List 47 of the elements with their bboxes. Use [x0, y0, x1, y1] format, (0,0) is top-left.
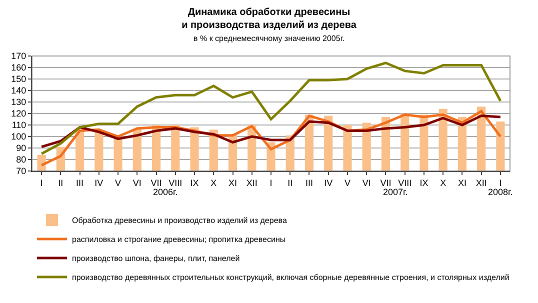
- x-tick-label: VII: [150, 178, 162, 188]
- legend-label: производство шпона, фанеры, плит, панелей: [72, 254, 240, 264]
- x-tick-label: IV: [324, 178, 333, 188]
- x-tick-label: III: [76, 178, 84, 188]
- y-tick-label: 70: [16, 166, 26, 176]
- y-tick-label: 140: [11, 86, 26, 96]
- x-tick-label: X: [210, 178, 217, 188]
- legend-label: Обработка древесины и производство изделий из дерева: [72, 216, 288, 226]
- y-tick-label: 160: [11, 62, 26, 73]
- x-tick-label: IX: [190, 178, 199, 188]
- x-tick-label: IX: [420, 178, 428, 188]
- y-tick-label: 150: [11, 74, 26, 84]
- x-tick-label: XI: [228, 178, 238, 188]
- legend-label: распиловка и строгание древесины; пропитка древесины: [72, 235, 286, 244]
- legend-label: производство деревянных строительных конструкций, включая сборные деревянные строения, и столярных изделий: [72, 273, 510, 282]
- y-tick-label: 80: [16, 154, 26, 165]
- line-series: [40, 114, 502, 148]
- x-tick-label: VI: [132, 178, 142, 188]
- text: 2006г.: [153, 187, 178, 197]
- text: 2008г.: [488, 187, 513, 197]
- x-tick-label: III: [305, 178, 313, 188]
- y-tick-label: 100: [11, 132, 26, 142]
- x-tick-label: VIII: [398, 178, 412, 188]
- x-tick-label: VIII: [168, 178, 182, 188]
- chart-title: Динамика обработки древесины и производства изделий из дерева: [182, 7, 357, 32]
- text: 2007г.: [383, 187, 408, 197]
- x-tick-label: VII: [380, 178, 392, 188]
- y-tick-label: 110: [12, 120, 26, 130]
- y-tick-label: 90: [16, 143, 26, 154]
- x-tick-label: XI: [458, 178, 466, 188]
- y-tick-label: 120: [11, 108, 26, 119]
- x-tick-label: VI: [362, 178, 371, 188]
- x-tick-label: XII: [246, 178, 258, 188]
- x-tick-label: X: [440, 178, 446, 188]
- x-tick-label: XII: [476, 178, 487, 188]
- x-tick-label: I: [499, 178, 502, 188]
- x-tick-label: I: [270, 178, 272, 188]
- x-tick-label: II: [58, 178, 64, 188]
- x-tick-label: V: [115, 178, 122, 188]
- x-tick-label: I: [40, 178, 43, 188]
- y-tick-label: 130: [11, 97, 26, 108]
- y-tick-label: 170: [11, 51, 26, 62]
- x-tick-label: IV: [94, 178, 104, 188]
- chart-subtitle: в % к среднемесячному значению 2005г.: [194, 34, 344, 44]
- x-tick-label: II: [288, 178, 293, 188]
- line-series: [40, 62, 502, 155]
- x-tick-label: V: [344, 178, 350, 188]
